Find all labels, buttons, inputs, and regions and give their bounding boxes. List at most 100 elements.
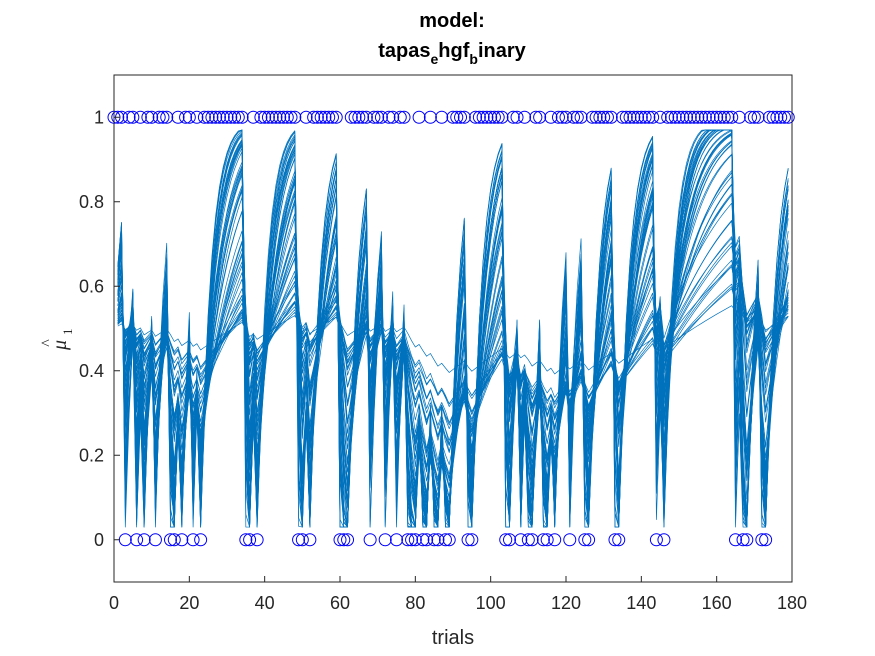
- outcome-marker: [469, 110, 483, 124]
- trajectory-line: [117, 202, 789, 465]
- outcome-marker: [706, 110, 720, 124]
- outcome-marker: [770, 110, 784, 124]
- outcome-marker: [318, 110, 332, 124]
- outcome-marker: [695, 110, 709, 124]
- outcome-marker: [212, 110, 226, 124]
- outcome-marker: [774, 110, 788, 124]
- outcome-marker: [593, 110, 607, 124]
- outcome-marker: [258, 110, 272, 124]
- axes-box: [113, 74, 793, 583]
- outcome-marker: [148, 533, 162, 547]
- outcome-marker: [374, 110, 388, 124]
- outcome-marker: [420, 533, 434, 547]
- x-tick-label: 100: [476, 593, 506, 613]
- outcome-marker: [438, 533, 452, 547]
- outcome-marker: [616, 110, 629, 124]
- outcome-marker: [314, 110, 328, 124]
- outcome-marker: [597, 110, 611, 124]
- chart-title-line2: tapasehgfbinary: [378, 40, 526, 67]
- outcome-marker: [529, 110, 543, 124]
- outcome-marker: [691, 110, 705, 124]
- outcome-marker: [307, 110, 321, 124]
- outcome-marker: [348, 110, 362, 124]
- outcome-marker: [141, 110, 155, 124]
- outcome-marker: [510, 110, 524, 124]
- outcome-marker: [273, 110, 287, 124]
- outcome-marker: [130, 533, 144, 547]
- outcome-marker: [337, 533, 351, 547]
- outcome-marker: [713, 110, 727, 124]
- outcome-marker: [284, 110, 298, 124]
- outcome-marker: [578, 533, 592, 547]
- outcome-marker: [246, 110, 260, 124]
- outcome-marker: [736, 533, 750, 547]
- outcome-marker: [544, 110, 558, 124]
- title-segment-1: e: [430, 51, 438, 67]
- y-tick-label: 0.4: [79, 361, 104, 381]
- outcome-marker: [729, 533, 742, 547]
- y-axis-label-hat: ^: [39, 339, 56, 347]
- outcome-marker: [612, 533, 626, 547]
- outcome-marker: [408, 533, 422, 547]
- outcome-marker: [491, 110, 505, 124]
- outcome-marker: [367, 110, 381, 124]
- outcome-marker: [356, 110, 370, 124]
- y-tick-label: 0.2: [79, 445, 104, 465]
- y-axis-label-subscript: 1: [60, 329, 75, 336]
- outcome-marker: [145, 110, 159, 124]
- outcome-marker: [160, 110, 174, 124]
- outcome-marker: [484, 110, 498, 124]
- trajectory-line: [117, 132, 789, 516]
- x-tick-label: 80: [405, 593, 425, 613]
- outcome-marker: [521, 533, 535, 547]
- outcome-marker: [288, 110, 302, 124]
- outcome-marker: [503, 533, 516, 547]
- x-tick-label: 20: [179, 593, 199, 613]
- outcome-marker: [563, 533, 577, 547]
- outcome-marker: [777, 110, 791, 124]
- outcome-marker: [371, 110, 385, 124]
- outcome-marker: [341, 533, 355, 547]
- outcome-marker: [623, 110, 637, 124]
- outcome-marker: [325, 110, 339, 124]
- outcome-marker: [582, 533, 596, 547]
- outcome-marker: [589, 110, 603, 124]
- outcome-marker: [506, 110, 520, 124]
- trajectory-line: [117, 141, 789, 511]
- trajectories-layer: [117, 129, 789, 528]
- outcome-marker: [254, 110, 268, 124]
- outcome-marker: [476, 110, 490, 124]
- outcome-marker: [261, 110, 275, 124]
- outcome-marker: [228, 110, 242, 124]
- y-tick-label: 0.6: [79, 276, 104, 296]
- title-segment-0: tapas: [378, 40, 430, 62]
- outcome-marker: [167, 533, 181, 547]
- outcome-marker: [152, 110, 166, 124]
- outcome-marker: [137, 533, 151, 547]
- outcome-marker: [454, 110, 468, 124]
- outcome-marker: [423, 110, 437, 124]
- x-axis: 0 20 40 60 80 100 120 140 160 180: [109, 576, 807, 613]
- outcome-marker: [766, 110, 780, 124]
- outcome-marker: [646, 110, 660, 124]
- outcome-marker: [514, 533, 528, 547]
- outcome-marker: [747, 110, 761, 124]
- outcome-marker: [133, 110, 147, 124]
- outcome-marker: [295, 533, 309, 547]
- outcome-marker: [186, 533, 200, 547]
- outcome-marker: [243, 533, 257, 547]
- chart-title-line1: model:: [419, 10, 485, 32]
- outcome-marker: [702, 110, 716, 124]
- outcome-marker: [698, 110, 712, 124]
- outcome-marker: [280, 110, 294, 124]
- outcome-marker: [604, 110, 618, 124]
- outcome-marker: [397, 110, 411, 124]
- outcome-marker: [333, 533, 347, 547]
- outcome-marker: [672, 110, 686, 124]
- outcome-marker: [781, 110, 795, 124]
- title-segment-3: b: [469, 51, 478, 67]
- trajectory-line: [117, 129, 789, 528]
- trajectory-line: [117, 129, 789, 528]
- outcome-marker: [619, 110, 633, 124]
